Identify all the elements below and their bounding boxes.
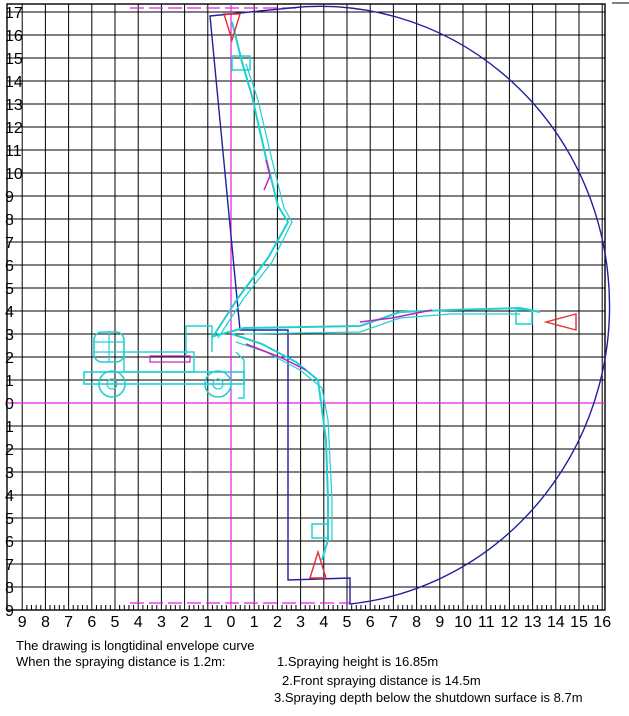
x-tick-label: 9 [18, 614, 27, 630]
x-tick-label: 6 [87, 614, 96, 630]
y-tick-label: 3 [5, 465, 14, 482]
turret [185, 325, 213, 356]
grid-lines [6, 2, 629, 611]
caption-line2: When the spraying distance is 1.2m: [16, 654, 226, 669]
x-tick-label: 4 [319, 614, 328, 630]
y-tick-label: 0 [5, 396, 14, 413]
horizontal-head [515, 309, 533, 325]
downward-boom [231, 333, 329, 561]
vertical-boom [211, 21, 289, 339]
x-tick-label: 0 [227, 614, 236, 630]
spraying-machine [83, 13, 577, 579]
y-tick-label: 11 [5, 143, 22, 160]
y-tick-label: 17 [5, 5, 23, 22]
y-tick-label: 10 [5, 166, 23, 183]
y-tick-label: 6 [5, 258, 14, 275]
y-tick-label: 16 [5, 28, 23, 45]
x-tick-label: 4 [134, 614, 143, 630]
rear-outrigger [235, 351, 245, 399]
y-tick-label: 7 [5, 235, 14, 252]
x-tick-label: 3 [296, 614, 305, 630]
y-tick-label: 1 [5, 373, 14, 390]
y-tick-label: 7 [5, 557, 14, 574]
vertical-head [231, 55, 251, 71]
caption-item-depth: 3.Spraying depth below the shutdown surf… [274, 690, 583, 705]
x-tick-label: 7 [64, 614, 73, 630]
x-tick-label: 6 [366, 614, 375, 630]
body-detail [149, 355, 191, 363]
grid-frame [6, 3, 606, 611]
y-tick-label: 12 [5, 120, 23, 137]
caption-item-height: 1.Spraying height is 16.85m [277, 654, 439, 669]
rear-hub [212, 378, 224, 390]
x-tick-label: 11 [478, 614, 495, 630]
envelope-outline [209, 5, 611, 605]
y-tick-label: 4 [5, 488, 14, 505]
x-tick-label: 2 [273, 614, 282, 630]
y-tick-label: 3 [5, 327, 14, 344]
bottom-nozzle-spray [309, 549, 327, 579]
downward-boom-edge [235, 341, 333, 540]
y-tick-label: 8 [5, 212, 14, 229]
horizontal-boom-edge [243, 313, 520, 335]
x-tick-label: 1 [250, 614, 259, 630]
y-tick-label: 1 [5, 419, 14, 436]
zero-axes [7, 4, 605, 610]
x-tick-label: 10 [454, 614, 472, 630]
x-tick-label: 5 [343, 614, 352, 630]
x-tick-label: 3 [157, 614, 166, 630]
y-tick-label: 2 [5, 350, 14, 367]
x-tick-label: 1 [203, 614, 212, 630]
horizontal-boom-cylinder [359, 309, 433, 323]
caption-item-front-distance: 2.Front spraying distance is 14.5m [282, 673, 481, 688]
y-tick-label: 15 [5, 51, 23, 68]
y-tick-label: 4 [5, 304, 14, 321]
caption-line1: The drawing is longtidinal envelope curv… [16, 638, 255, 653]
x-tick-label: 8 [41, 614, 50, 630]
y-tick-label: 5 [5, 511, 14, 528]
horizontal-boom [213, 307, 541, 337]
x-tick-label: 9 [435, 614, 444, 630]
x-tick-label: 7 [389, 614, 398, 630]
x-tick-label: 5 [111, 614, 120, 630]
x-tick-label: 2 [180, 614, 189, 630]
y-tick-label: 13 [5, 97, 23, 114]
y-tick-label: 14 [5, 74, 23, 91]
front-nozzle-spray [543, 313, 577, 331]
x-tick-label: 12 [501, 614, 519, 630]
body-box [123, 351, 195, 373]
y-tick-label: 2 [5, 442, 14, 459]
x-tick-label: 16 [593, 614, 611, 630]
front-wheel [98, 370, 126, 398]
y-tick-label: 8 [5, 580, 14, 597]
vertical-boom-cylinder [263, 159, 271, 191]
x-tick-label: 8 [412, 614, 421, 630]
x-tick-label: 13 [524, 614, 542, 630]
front-hub [106, 378, 118, 390]
x-tick-label: 14 [547, 614, 565, 630]
top-nozzle-spray [223, 13, 241, 43]
vertical-boom-edge [217, 63, 293, 339]
envelope-curve [209, 5, 611, 605]
y-tick-label: 9 [5, 603, 14, 620]
downward-head [311, 523, 329, 539]
y-tick-label: 6 [5, 534, 14, 551]
y-tick-label: 5 [5, 281, 14, 298]
y-tick-label: 9 [5, 189, 14, 206]
downward-boom-cylinder [245, 343, 307, 371]
rear-wheel [204, 370, 232, 398]
x-tick-label: 15 [570, 614, 588, 630]
chassis-frame [83, 371, 245, 385]
